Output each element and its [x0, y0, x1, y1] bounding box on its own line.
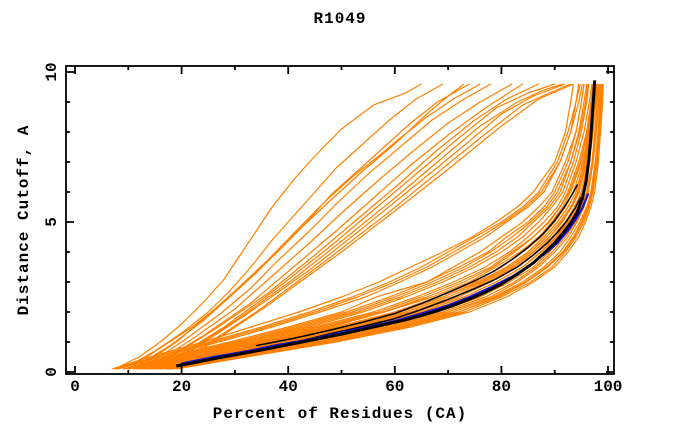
- curve-layer: [112, 80, 604, 370]
- model-curve: [159, 83, 524, 363]
- model-curve: [160, 83, 601, 370]
- x-tick-label: 60: [385, 378, 405, 396]
- model-curve: [125, 83, 589, 370]
- model-curve: [138, 83, 470, 366]
- model-curve: [165, 83, 602, 370]
- model-curve: [133, 83, 593, 370]
- reference-curve-thin: [256, 184, 579, 347]
- model-curve: [154, 83, 513, 364]
- x-tick-label: 20: [171, 378, 192, 396]
- model-curve: [176, 83, 604, 370]
- model-curve: [175, 83, 563, 360]
- model-curve: [181, 83, 566, 358]
- model-curve: [186, 83, 571, 358]
- model-curve: [122, 83, 585, 370]
- plot-frame: [65, 65, 615, 375]
- model-curve: [133, 83, 594, 370]
- model-curve: [122, 83, 585, 370]
- x-tick-label: 80: [491, 378, 511, 396]
- y-tick-label: 0: [43, 367, 61, 377]
- x-axis-label: Percent of Residues (CA): [212, 405, 468, 423]
- model-curve: [112, 83, 574, 370]
- reference-curve-main: [176, 80, 597, 368]
- model-curve: [170, 83, 555, 361]
- chart-title: R1049: [313, 10, 367, 28]
- x-tick-label: 0: [70, 378, 80, 396]
- y-tick-label: 10: [43, 62, 61, 82]
- model-curve: [141, 83, 596, 370]
- y-tick-label: 5: [43, 217, 61, 227]
- axis-layer: [65, 65, 615, 375]
- model-curve: [128, 83, 590, 370]
- model-curve: [149, 83, 491, 364]
- model-curve: [165, 83, 539, 361]
- axis-ticks: [66, 66, 614, 374]
- model-curve: [136, 83, 595, 370]
- highlight-curve: [181, 193, 590, 365]
- model-curve: [117, 83, 422, 369]
- model-curve: [114, 83, 583, 370]
- model-curve: [133, 83, 465, 366]
- model-curve: [168, 83, 602, 370]
- model-curve: [191, 83, 574, 356]
- model-curve: [117, 83, 581, 370]
- x-tick-label: 40: [278, 378, 298, 396]
- x-tick-label: 100: [593, 378, 623, 396]
- model-curve: [128, 83, 444, 367]
